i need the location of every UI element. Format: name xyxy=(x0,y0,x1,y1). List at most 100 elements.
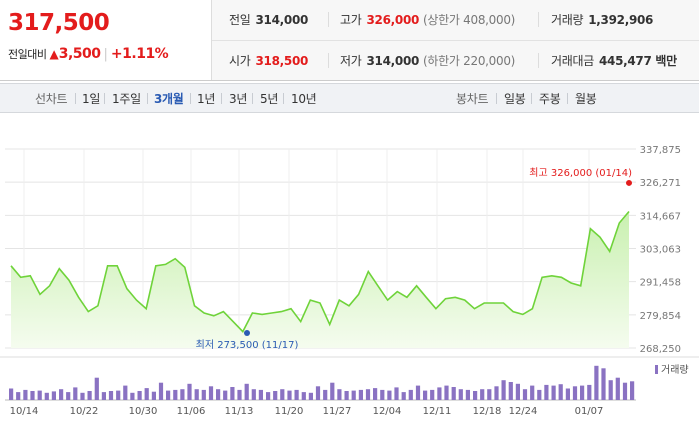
volume-bar xyxy=(365,389,371,400)
x-tick-label: 01/07 xyxy=(575,406,604,417)
volume-bar xyxy=(423,390,428,400)
stat-prev-close: 전일 314,000 xyxy=(229,11,308,28)
chart-nav-bar: 선차트 1일 1주일 3개월 1년 3년 5년 10년 봉차트 일봉 주봉 월봉 xyxy=(0,83,699,113)
volume-bar xyxy=(330,382,335,400)
volume-bar xyxy=(358,389,363,400)
x-tick-label: 11/13 xyxy=(225,406,254,417)
period-3m-button[interactable]: 3개월 xyxy=(154,92,184,106)
stat-value: 445,477 백만 xyxy=(598,54,677,68)
volume-bar xyxy=(315,386,321,400)
change-value: 3,500 xyxy=(58,46,101,62)
volume-bar xyxy=(622,382,628,400)
volume-bar xyxy=(44,392,49,400)
volume-bar xyxy=(608,380,613,400)
volume-legend-swatch xyxy=(655,365,658,374)
divider xyxy=(221,93,222,104)
volume-bar xyxy=(565,388,570,400)
divider xyxy=(328,12,329,27)
x-tick-label: 10/30 xyxy=(129,406,158,417)
volume-bar xyxy=(287,390,292,400)
volume-bar xyxy=(30,391,35,400)
period-1y-button[interactable]: 1년 xyxy=(197,92,216,106)
volume-bar xyxy=(337,389,342,400)
stat-high: 고가 326,000 (상한가 408,000) xyxy=(340,11,515,28)
y-tick-label: 291,458 xyxy=(640,278,681,289)
divider xyxy=(283,93,284,104)
volume-bar xyxy=(572,386,578,400)
volume-bar xyxy=(223,390,228,400)
price-line xyxy=(10,210,630,333)
stat-value: 314,000 xyxy=(366,54,420,68)
volume-bar xyxy=(587,384,592,400)
volume-bar xyxy=(87,391,92,400)
volume-bar xyxy=(515,383,520,400)
volume-bar xyxy=(173,389,178,400)
volume-bar xyxy=(537,389,542,400)
high-label: 최고 326,000 (01/14) xyxy=(529,167,632,179)
volume-bar xyxy=(480,389,485,400)
volume-bar xyxy=(380,389,385,400)
candle-monthly-button[interactable]: 월봉 xyxy=(575,92,597,106)
volume-bar xyxy=(401,392,406,400)
volume-bar xyxy=(244,383,249,400)
volume-bar xyxy=(387,390,392,400)
volume-bar xyxy=(194,389,199,400)
divider xyxy=(104,93,105,104)
volume-bar xyxy=(187,383,192,400)
volume-bar xyxy=(266,392,271,400)
y-tick-label: 314,667 xyxy=(640,211,681,222)
volume-bar xyxy=(166,390,171,400)
stat-value: 318,500 xyxy=(255,54,309,68)
volume-bar xyxy=(73,387,78,400)
volume-bar xyxy=(9,388,14,400)
volume-bar xyxy=(522,389,528,400)
volume-bar xyxy=(415,385,421,400)
volume-bar xyxy=(37,390,42,400)
x-tick-label: 11/06 xyxy=(177,406,206,417)
candle-daily-button[interactable]: 일봉 xyxy=(504,92,526,106)
line-chart-label: 선차트 xyxy=(35,92,68,106)
current-price: 317,500 xyxy=(8,10,110,36)
stat-label: 고가 xyxy=(340,13,362,27)
period-10y-button[interactable]: 10년 xyxy=(291,92,317,106)
volume-bar xyxy=(16,392,21,400)
divider xyxy=(538,12,539,27)
up-triangle-icon: ▲ xyxy=(49,47,59,61)
volume-bar xyxy=(601,368,606,400)
volume-bar xyxy=(216,389,221,400)
divider xyxy=(328,53,329,68)
x-tick-label: 10/22 xyxy=(70,406,99,417)
stat-volume: 거래량 1,392,906 xyxy=(551,11,653,28)
volume-bar xyxy=(451,387,456,400)
period-5y-button[interactable]: 5년 xyxy=(260,92,279,106)
volume-bar xyxy=(151,391,156,400)
change-label: 전일대비 xyxy=(8,48,47,61)
divider xyxy=(75,93,76,104)
period-1w-button[interactable]: 1주일 xyxy=(112,92,141,106)
period-1d-button[interactable]: 1일 xyxy=(82,92,101,106)
volume-bar xyxy=(201,389,206,400)
volume-bar xyxy=(180,389,185,400)
volume-bar xyxy=(508,382,513,400)
change-percent: +1.11% xyxy=(110,46,169,62)
stat-label: 시가 xyxy=(229,54,251,68)
candle-weekly-button[interactable]: 주봉 xyxy=(539,92,561,106)
volume-bar xyxy=(394,387,399,400)
volume-bar xyxy=(230,387,235,400)
volume-bar xyxy=(108,391,114,400)
y-tick-label: 279,854 xyxy=(640,311,681,322)
low-marker xyxy=(244,329,250,336)
stat-label: 저가 xyxy=(340,54,362,68)
volume-bar xyxy=(237,389,242,400)
stat-sub: (상한가 408,000) xyxy=(423,13,516,27)
volume-bar xyxy=(437,387,442,400)
period-3y-button[interactable]: 3년 xyxy=(229,92,248,106)
volume-bar xyxy=(487,389,492,400)
volume-bar xyxy=(444,385,449,400)
stat-value: 314,000 xyxy=(255,13,309,27)
volume-bar xyxy=(473,391,478,400)
divider xyxy=(252,93,253,104)
y-tick-label: 303,063 xyxy=(640,245,681,256)
volume-bar xyxy=(294,389,299,400)
stat-amount: 거래대금 445,477 백만 xyxy=(551,52,677,69)
